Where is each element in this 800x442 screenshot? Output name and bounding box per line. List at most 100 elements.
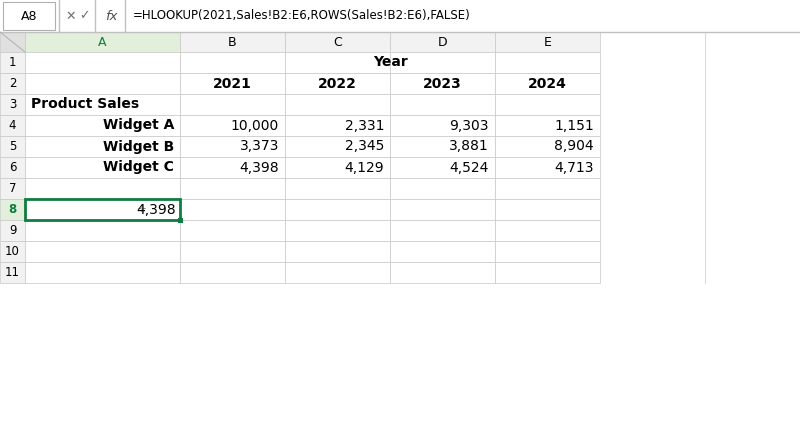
Bar	[180, 262, 285, 283]
Bar	[180, 115, 285, 136]
Text: 7: 7	[9, 182, 16, 195]
Text: Year: Year	[373, 56, 407, 69]
Bar	[390, 73, 495, 94]
Bar	[495, 94, 600, 115]
Bar	[25, 157, 180, 178]
Text: 2023: 2023	[423, 76, 462, 91]
Bar	[0, 220, 25, 241]
Bar	[285, 157, 390, 178]
Bar	[390, 157, 495, 178]
Text: 2,331: 2,331	[345, 118, 384, 133]
Text: ✓: ✓	[78, 9, 90, 23]
Bar	[495, 73, 600, 94]
Text: ✕: ✕	[66, 9, 76, 23]
Bar	[180, 94, 285, 115]
Bar	[25, 262, 180, 283]
Bar	[390, 136, 495, 157]
Text: 9,303: 9,303	[450, 118, 489, 133]
Text: Widget C: Widget C	[103, 160, 174, 175]
Bar	[390, 220, 495, 241]
Bar	[495, 136, 600, 157]
Text: 9: 9	[9, 224, 16, 237]
Bar	[180, 157, 285, 178]
Bar	[495, 262, 600, 283]
Bar	[390, 115, 495, 136]
Text: ✛: ✛	[138, 205, 146, 214]
Text: A: A	[98, 35, 106, 49]
Bar	[25, 52, 180, 73]
Bar	[390, 52, 495, 73]
Text: 2: 2	[9, 77, 16, 90]
Text: fx: fx	[105, 9, 118, 23]
Bar	[180, 241, 285, 262]
Text: 4,398: 4,398	[136, 202, 176, 217]
Text: 2022: 2022	[318, 76, 357, 91]
Text: 2024: 2024	[528, 76, 567, 91]
Bar	[25, 94, 180, 115]
Text: 2,345: 2,345	[345, 140, 384, 153]
Bar	[25, 32, 180, 52]
Bar	[0, 178, 25, 199]
Bar	[390, 241, 495, 262]
Text: 4,713: 4,713	[554, 160, 594, 175]
Bar	[390, 178, 495, 199]
Bar	[495, 115, 600, 136]
Bar	[25, 115, 180, 136]
Text: D: D	[438, 35, 447, 49]
Text: 2021: 2021	[213, 76, 252, 91]
Text: 6: 6	[9, 161, 16, 174]
Bar	[495, 52, 600, 73]
Text: B: B	[228, 35, 237, 49]
Bar	[180, 73, 285, 94]
Bar	[285, 199, 390, 220]
Bar	[390, 199, 495, 220]
Bar	[285, 178, 390, 199]
Bar	[0, 94, 25, 115]
Bar	[0, 52, 25, 73]
Text: 11: 11	[5, 266, 20, 279]
Bar	[0, 241, 25, 262]
Bar	[0, 157, 25, 178]
Bar	[285, 241, 390, 262]
Bar	[495, 157, 600, 178]
Bar	[0, 73, 25, 94]
Text: =HLOOKUP(2021,Sales!B2:E6,ROWS(Sales!B2:E6),FALSE): =HLOOKUP(2021,Sales!B2:E6,ROWS(Sales!B2:…	[133, 9, 470, 23]
Text: 3,373: 3,373	[240, 140, 279, 153]
Bar	[25, 73, 180, 94]
Text: 10: 10	[5, 245, 20, 258]
Bar	[180, 178, 285, 199]
Text: 4: 4	[9, 119, 16, 132]
Bar	[25, 136, 180, 157]
Bar	[285, 94, 390, 115]
Bar	[285, 136, 390, 157]
Text: 4,524: 4,524	[450, 160, 489, 175]
Text: 5: 5	[9, 140, 16, 153]
Bar	[285, 262, 390, 283]
Bar	[0, 115, 25, 136]
Bar	[25, 199, 180, 220]
Bar	[495, 199, 600, 220]
Bar	[495, 220, 600, 241]
Text: 3: 3	[9, 98, 16, 111]
Bar	[25, 199, 180, 220]
Bar	[25, 178, 180, 199]
Bar	[180, 32, 285, 52]
Text: 4,398: 4,398	[239, 160, 279, 175]
Bar	[25, 220, 180, 241]
Bar	[285, 52, 390, 73]
Text: Product Sales: Product Sales	[31, 98, 139, 111]
Text: A8: A8	[21, 9, 38, 23]
Bar	[285, 32, 390, 52]
Bar	[180, 199, 285, 220]
Bar	[495, 178, 600, 199]
Text: 1: 1	[9, 56, 16, 69]
Bar	[0, 262, 25, 283]
Text: Widget A: Widget A	[102, 118, 174, 133]
Bar	[285, 73, 390, 94]
Bar	[390, 94, 495, 115]
Bar	[495, 241, 600, 262]
Bar	[285, 220, 390, 241]
Bar	[180, 220, 285, 241]
Bar	[0, 0, 800, 32]
Bar	[180, 136, 285, 157]
